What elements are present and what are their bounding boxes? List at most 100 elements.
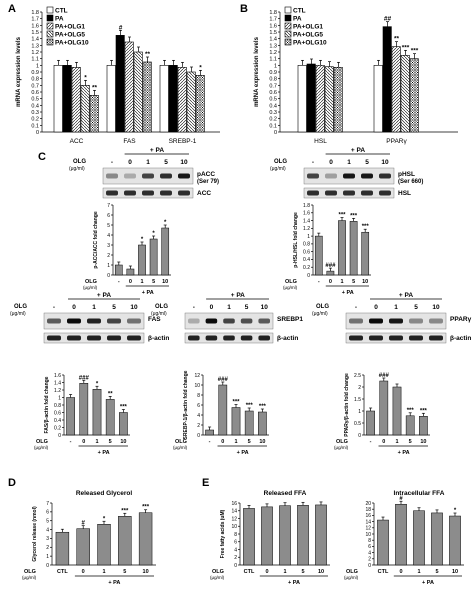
- y-tick-label: 0.4: [54, 418, 61, 424]
- blot-fas-band: [87, 318, 101, 324]
- blot-ppar-lane-label: 10: [432, 304, 440, 311]
- y-tick-label: 2: [107, 253, 110, 259]
- y-tick-label: 0.4: [31, 103, 39, 109]
- y-tick-label: 10: [231, 524, 237, 530]
- y-tick-label: 18: [365, 507, 371, 513]
- chart-fas-x-tick-label: 1: [95, 439, 98, 445]
- chart-A-bar-PA+OLG5: [133, 51, 143, 133]
- significance-mark: ***: [362, 224, 370, 230]
- chart-ppar-xlabel-olg: OLG: [336, 439, 348, 445]
- blot-fas-band: [127, 335, 141, 341]
- blot-ppar-band: [349, 335, 363, 341]
- y-tick-label: 0.4: [269, 103, 277, 109]
- y-tick-label: 7: [107, 203, 110, 209]
- chart-ppar-x-tick-label: 10: [420, 439, 426, 445]
- panel-letter-A: A: [8, 3, 16, 15]
- blot-srebp-band: [240, 318, 253, 324]
- chart-released-ffa-y-axis-title: Free fatty acids (uM): [220, 509, 226, 558]
- blot-hsl-band: [325, 190, 337, 196]
- chart-fas-xlabel-olg: OLG: [36, 439, 48, 445]
- y-tick-label: 10: [365, 532, 371, 538]
- chart-glycerol-x-tick-label: 5: [123, 569, 126, 575]
- blot-hsl-treatment-label: + PA: [351, 147, 365, 154]
- chart-ppar-y-axis-title: PPARγ/β-actin fold change: [344, 373, 350, 437]
- y-tick-label: 0.7: [31, 83, 39, 89]
- chart-srebp1-bar: [258, 411, 267, 436]
- y-tick-label: 6: [234, 540, 237, 546]
- y-tick-label: 1.8: [269, 10, 277, 16]
- blot-ppar-unit-label: (μg/ml): [312, 311, 328, 317]
- chart-A-bar-PA+OLG10: [89, 95, 99, 133]
- chart-A-bar-CTL: [106, 65, 116, 133]
- y-tick-label: 1.5: [269, 30, 277, 36]
- blot-hsl-lane-label: 5: [365, 159, 369, 166]
- y-tick-label: 0.4: [303, 257, 310, 263]
- chart-phsl-x-tick-label: -: [318, 279, 320, 285]
- blot-ppar-lane-label: 0: [374, 304, 378, 311]
- blot-fas-lane-label: 5: [112, 304, 116, 311]
- legend-A-entry: PA+OLG1: [55, 24, 85, 31]
- y-tick-label: 1.8: [303, 203, 310, 209]
- y-tick-label: 0.3: [31, 110, 39, 116]
- y-tick-label: 2: [358, 385, 361, 391]
- chart-phsl-xlabel-unit: (μg/ml): [283, 285, 298, 290]
- chart-A-bar-PA+OLG1: [177, 67, 187, 133]
- y-tick-label: 2: [46, 545, 49, 551]
- significance-mark: ***: [350, 213, 358, 219]
- blot-ppar-band: [369, 335, 383, 341]
- y-tick-label: 0: [58, 433, 61, 439]
- blot-srebp-treatment-label: + PA: [231, 292, 245, 299]
- chart-pacc-group-label: + PA: [142, 290, 154, 296]
- chart-phsl-bar: [314, 235, 323, 276]
- significance-mark: ***: [407, 408, 415, 414]
- chart-ppar-bar: [392, 386, 402, 436]
- chart-B-category-label: PPARγ: [386, 138, 407, 145]
- chart-ppar-x-tick-label: 0: [382, 439, 385, 445]
- blot-ppar-band: [389, 318, 403, 324]
- chart-pacc-x-tick-label: 0: [129, 279, 132, 285]
- chart-fas-bar: [105, 399, 115, 436]
- blot-acc-band: [142, 190, 154, 196]
- blot-hsl-olg-label: OLG: [274, 159, 287, 165]
- blot-srebp-band: [240, 335, 253, 341]
- legend-B-swatch: [284, 22, 292, 30]
- chart-fas-y-axis-title: FAS/β-actin fold change: [44, 376, 50, 433]
- chart-fas-x-tick-label: 10: [120, 439, 126, 445]
- y-tick-label: 0: [197, 433, 200, 439]
- y-tick-label: 0.2: [303, 265, 310, 271]
- blot-srebp-lane-label: -: [193, 304, 195, 311]
- blot-ppar-top-label: PPARγ: [450, 316, 472, 323]
- chart-A-bar-PA+OLG1: [71, 67, 81, 133]
- y-tick-label: 1: [46, 554, 49, 560]
- y-tick-label: 1.1: [31, 57, 39, 63]
- significance-mark: *: [152, 231, 155, 237]
- y-tick-label: 4: [197, 413, 200, 419]
- chart-released-ffa-x-tick-label: 5: [301, 569, 304, 575]
- blot-srebp-band: [205, 335, 218, 341]
- y-tick-label: 8: [368, 538, 371, 544]
- chart-glycerol-bar: [76, 528, 90, 566]
- chart-released-ffa-bar: [315, 504, 327, 566]
- y-tick-label: 16: [365, 513, 371, 519]
- chart-B-bar-CTL: [373, 65, 383, 133]
- blot-fas-lane-label: -: [53, 304, 55, 311]
- blot-hsl-band: [343, 173, 355, 179]
- blot-hsl-band: [325, 173, 337, 179]
- chart-fas-x-tick-label: -: [70, 439, 72, 445]
- chart-srebp1-bar: [231, 407, 241, 436]
- y-tick-label: 1.4: [303, 218, 310, 224]
- significance-mark: #: [119, 24, 123, 31]
- significance-mark: **: [108, 391, 113, 397]
- y-tick-label: 1.7: [31, 17, 39, 23]
- panel-letter-D: D: [8, 477, 16, 489]
- y-tick-label: 0: [358, 433, 361, 439]
- legend-B-entry: PA+OLG10: [293, 40, 327, 47]
- y-tick-label: 0.5: [31, 97, 39, 103]
- chart-pacc-x-tick-label: 5: [152, 279, 155, 285]
- y-tick-label: 6: [368, 544, 371, 550]
- y-tick-label: 12: [194, 373, 200, 379]
- y-tick-label: 1.4: [54, 380, 61, 386]
- y-tick-label: 8: [234, 532, 237, 538]
- chart-intracellular-ffa-x-tick-label: 0: [399, 569, 402, 575]
